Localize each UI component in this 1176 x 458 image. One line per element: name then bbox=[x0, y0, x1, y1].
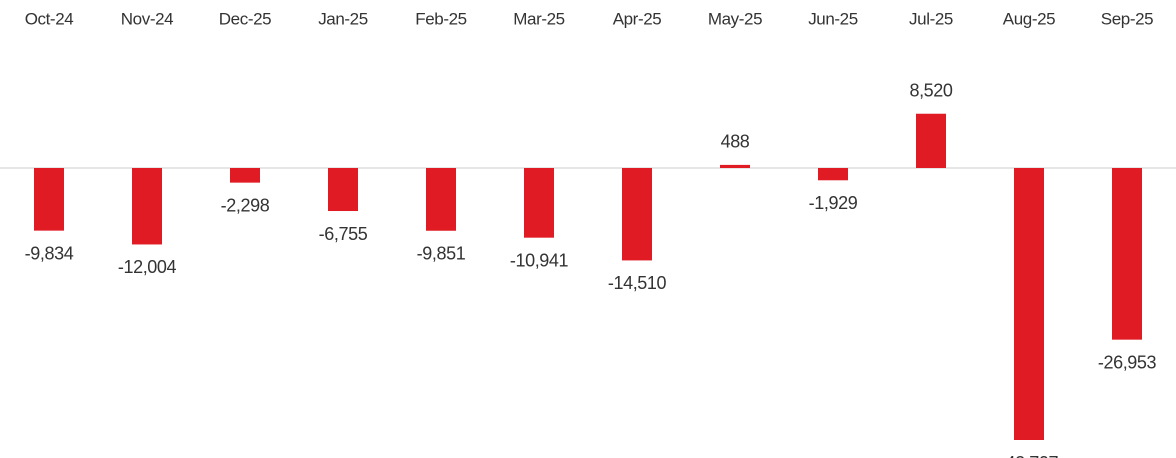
bar bbox=[818, 168, 848, 181]
value-label: -10,941 bbox=[510, 250, 569, 270]
x-tick-label: May-25 bbox=[708, 9, 762, 28]
x-tick-label: Nov-24 bbox=[121, 9, 173, 28]
x-tick-label: Apr-25 bbox=[613, 9, 662, 28]
bar bbox=[426, 168, 456, 231]
x-tick-label: Mar-25 bbox=[513, 9, 564, 28]
bar bbox=[524, 168, 554, 238]
value-label: -42,707 bbox=[1000, 453, 1059, 458]
bar bbox=[916, 113, 946, 168]
bar bbox=[132, 168, 162, 245]
value-label: 488 bbox=[721, 132, 750, 152]
x-tick-label: Aug-25 bbox=[1003, 9, 1055, 28]
bar bbox=[622, 168, 652, 261]
x-tick-label: Oct-24 bbox=[25, 9, 74, 28]
value-label: -9,851 bbox=[417, 243, 466, 263]
value-label: -26,953 bbox=[1098, 352, 1157, 372]
value-label: -6,755 bbox=[319, 224, 368, 244]
x-tick-label: Dec-25 bbox=[219, 9, 271, 28]
x-tick-label: Jun-25 bbox=[808, 9, 858, 28]
bar bbox=[230, 168, 260, 183]
x-tick-label: Feb-25 bbox=[415, 9, 466, 28]
bar bbox=[1112, 168, 1142, 340]
bar bbox=[34, 168, 64, 231]
bar bbox=[720, 164, 750, 168]
value-label: -1,929 bbox=[809, 193, 858, 213]
value-label: -9,834 bbox=[25, 243, 74, 263]
value-label: -14,510 bbox=[608, 273, 667, 293]
value-label: -12,004 bbox=[118, 257, 177, 277]
value-label: -2,298 bbox=[221, 195, 270, 215]
x-tick-label: Sep-25 bbox=[1101, 9, 1153, 28]
bar bbox=[1014, 168, 1044, 440]
bar bbox=[328, 168, 358, 212]
x-tick-label: Jan-25 bbox=[318, 9, 368, 28]
x-tick-label: Jul-25 bbox=[909, 9, 953, 28]
value-label: 8,520 bbox=[909, 80, 952, 100]
